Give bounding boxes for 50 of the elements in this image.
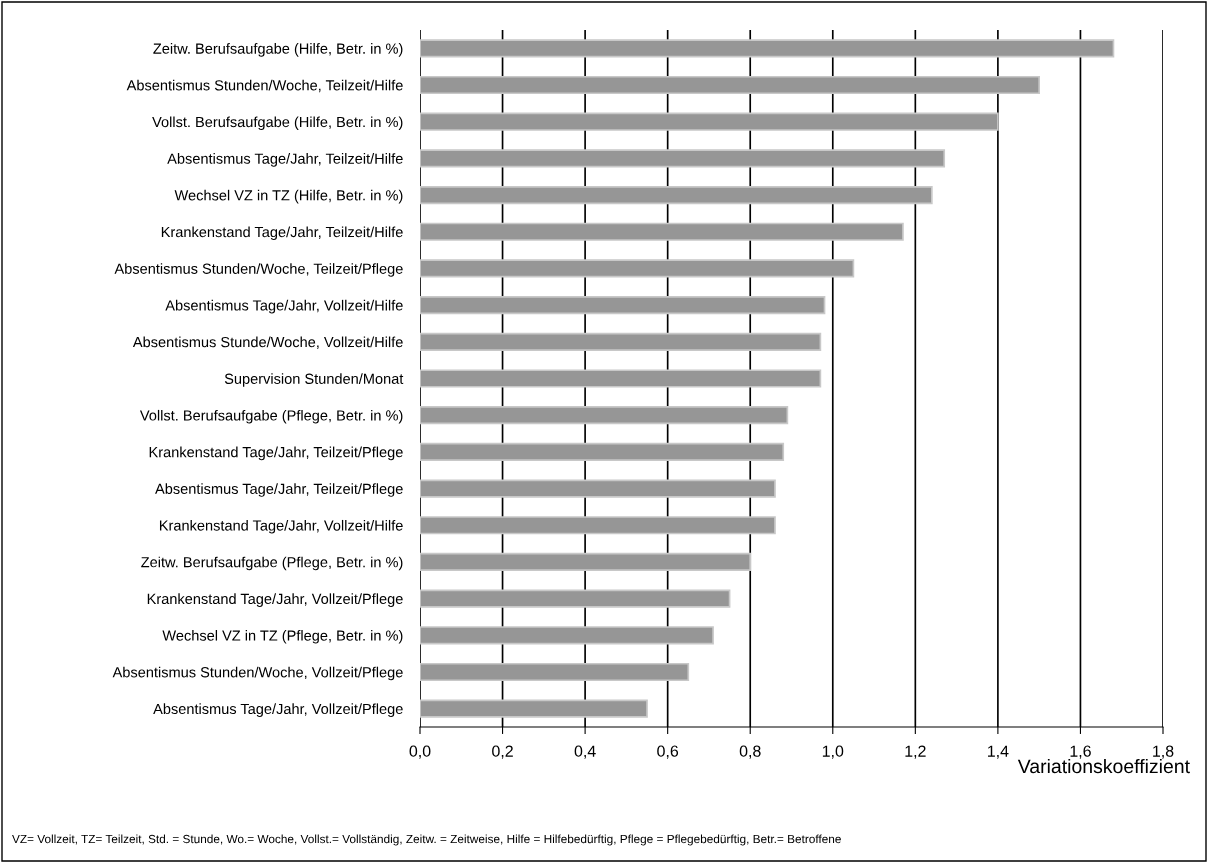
text: VZ= Vollzeit, TZ= Teilzeit, Std. = Stunde, Wo.= Woche, Vollst.= Vollständig, Zeitw. = Zeitweise, Hilfe = Hilfebedürftig, Pflege = Pflegebedürftig, Betr.= Betroffene [12, 834, 841, 846]
bar [420, 406, 789, 425]
bar [420, 332, 822, 351]
y-tick-label: Absentismus Tage/Jahr, Teilzeit/Pflege [155, 483, 403, 497]
x-axis-title: Variationskoeffizient [1017, 758, 1190, 774]
y-tick-label: Zeitw. Berufsaufgabe (Hilfe, Betr. in %) [153, 43, 403, 57]
x-tick-label: 1,2 [905, 745, 926, 759]
y-tick-label: Supervision Stunden/Monat [224, 373, 404, 387]
x-tick-label: 0,0 [409, 745, 431, 759]
y-tick-label: Absentismus Tage/Jahr, Teilzeit/Hilfe [167, 153, 403, 167]
x-tick-label: 1,4 [988, 745, 1009, 759]
bar [420, 39, 1115, 58]
y-tick-label: Absentismus Stunde/Woche, Vollzeit/Hilfe [132, 336, 403, 349]
bar [420, 442, 785, 461]
x-tick-label: 0,2 [492, 745, 513, 759]
bar [420, 552, 752, 572]
bar [420, 259, 855, 278]
bar [420, 589, 731, 608]
bar [420, 699, 648, 718]
bar [420, 296, 826, 315]
x-tick-label: 1,8 [1153, 745, 1174, 759]
bar [420, 75, 1041, 95]
y-tick-label: Krankenstand Tage/Jahr, Teilzeit/Hilfe [161, 226, 403, 241]
y-tick-label: Absentismus Stunden/Woche, Teilzeit/Pflege [114, 263, 403, 277]
bar [420, 149, 946, 168]
bar [420, 662, 690, 682]
x-tick-label: 1,6 [1070, 745, 1091, 759]
bar [420, 112, 999, 131]
y-tick-label: Absentismus Stunden/Woche, Vollzeit/Pflege [112, 666, 403, 681]
y-tick-label: Krankenstand Tage/Jahr, Vollzeit/Hilfe [159, 519, 403, 534]
y-tick-label: Vollst. Berufsaufgabe (Pflege, Betr. in %) [139, 409, 403, 424]
bar [420, 479, 776, 498]
y-tick-label: Absentismus Tage/Jahr, Vollzeit/Hilfe [165, 299, 403, 314]
x-tick-label: 0,8 [739, 745, 761, 759]
y-tick-label: Krankenstand Tage/Jahr, Teilzeit/Pflege [149, 446, 403, 461]
bar [420, 626, 714, 645]
y-tick-label: Wechsel VZ in TZ (Pflege, Betr. in %) [162, 630, 403, 644]
y-tick-label: Absentismus Tage/Jahr, Vollzeit/Pflege [153, 703, 403, 717]
bar [420, 516, 776, 535]
y-tick-label: Vollst. Berufsaufgabe (Hilfe, Betr. in %) [152, 116, 403, 131]
y-tick-label: Zeitw. Berufsaufgabe (Pflege, Betr. in %) [141, 556, 403, 571]
x-tick-label: 0,4 [574, 745, 596, 759]
x-tick-label: 1,0 [822, 745, 844, 759]
x-tick-label: 0,6 [657, 745, 679, 759]
y-tick-label: Absentismus Stunden/Woche, Teilzeit/Hilfe [126, 79, 403, 93]
y-tick-label: Krankenstand Tage/Jahr, Vollzeit/Pflege [147, 593, 403, 607]
bar [420, 185, 933, 205]
y-tick-label: Wechsel VZ in TZ (Hilfe, Betr. in %) [174, 189, 403, 204]
bar [420, 222, 904, 241]
bar [420, 369, 822, 388]
